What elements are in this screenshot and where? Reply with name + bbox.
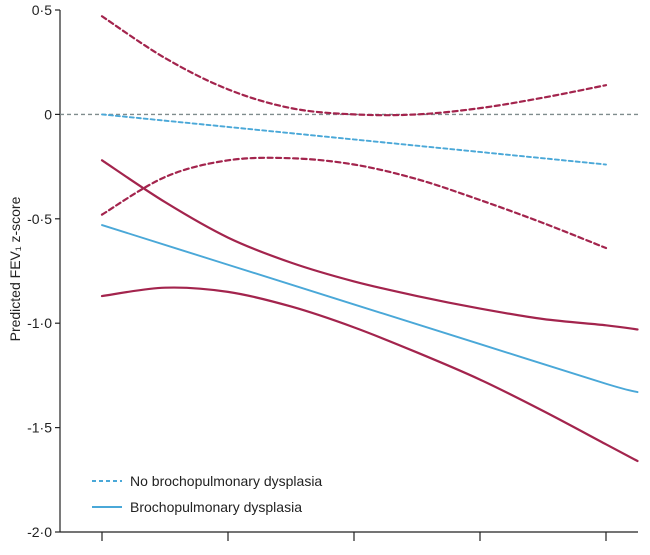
axes: 0·5 0 -0·5 -1·0 -1·5 -2·0 Predicted FEV₁ z-sco… <box>7 2 638 541</box>
series-layer <box>100 15 639 463</box>
series-line-no-bpd-upper-ci <box>100 15 608 117</box>
legend: No brochopulmonary dysplasia Brochopulmon… <box>92 473 322 515</box>
series-line-no-bpd-lower-ci <box>100 156 608 250</box>
legend-label-1: Brochopulmonary dysplasia <box>130 499 302 515</box>
y-tick-label: -1·0 <box>27 315 52 331</box>
series-line-bpd-upper-ci <box>100 159 639 331</box>
legend-label-0: No brochopulmonary dysplasia <box>130 473 322 489</box>
series-line-no-bpd-estimate <box>101 113 607 166</box>
y-axis-label: Predicted FEV₁ z-score <box>7 196 23 341</box>
y-tick-label: 0·5 <box>32 2 52 18</box>
series-line-bpd-lower-ci <box>100 286 639 463</box>
y-tick-label: -2·0 <box>27 524 52 540</box>
y-tick-label: 0 <box>44 106 52 122</box>
series-line-bpd-estimate <box>101 224 639 394</box>
y-tick-label: -1·5 <box>27 420 52 436</box>
y-tick-label: -0·5 <box>27 211 52 227</box>
